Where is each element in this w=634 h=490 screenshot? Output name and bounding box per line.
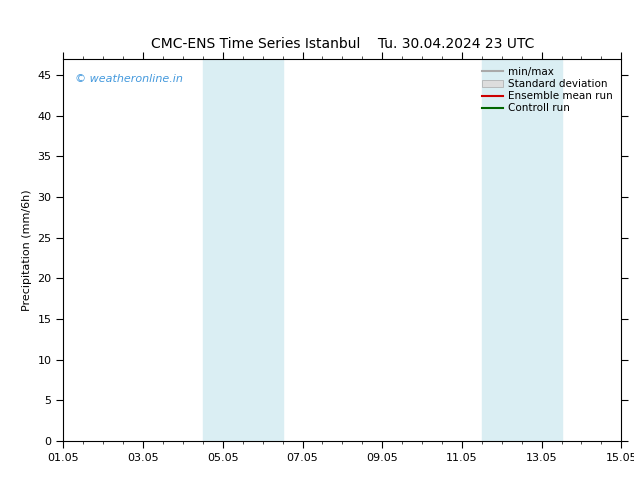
Legend: min/max, Standard deviation, Ensemble mean run, Controll run: min/max, Standard deviation, Ensemble me… xyxy=(479,64,616,117)
Y-axis label: Precipitation (mm/6h): Precipitation (mm/6h) xyxy=(22,189,32,311)
Bar xyxy=(482,59,562,441)
Bar xyxy=(203,59,283,441)
Title: CMC-ENS Time Series Istanbul    Tu. 30.04.2024 23 UTC: CMC-ENS Time Series Istanbul Tu. 30.04.2… xyxy=(151,37,534,50)
Text: © weatheronline.in: © weatheronline.in xyxy=(75,74,183,84)
